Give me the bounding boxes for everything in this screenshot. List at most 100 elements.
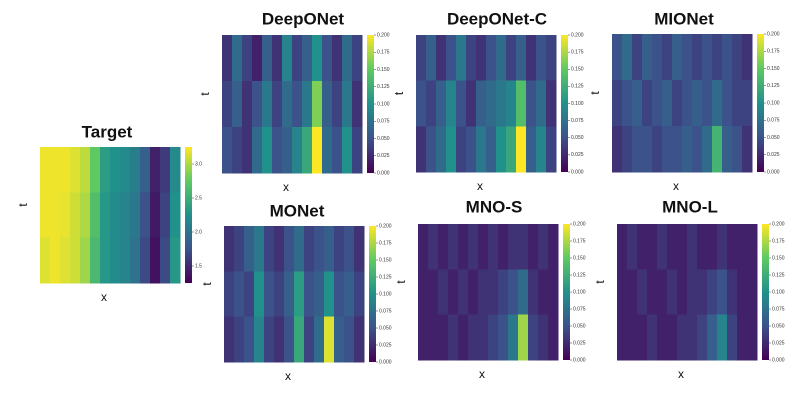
heatmap-cell	[717, 314, 728, 361]
heatmap-cell	[506, 80, 517, 127]
heatmap-cell	[222, 35, 233, 82]
heatmap-cell	[90, 192, 101, 239]
heatmap-cell	[224, 316, 235, 363]
heatmap-cell	[304, 271, 315, 318]
heatmap-cell	[150, 147, 161, 193]
heatmap-cell	[334, 316, 345, 363]
heatmap-cell	[436, 80, 447, 127]
heatmap-cell	[702, 80, 713, 127]
heatmap-cell	[428, 269, 439, 316]
colorbar-tick-label: 0.125	[573, 272, 586, 278]
heatmap-cell	[488, 269, 499, 316]
heatmap-cell	[468, 314, 479, 361]
heatmap-cell	[632, 34, 643, 81]
colorbar-tick-label: 0.175	[571, 49, 584, 55]
heatmap-cell	[294, 271, 305, 318]
heatmap-cell	[662, 126, 673, 173]
colorbar-tick-label: 0.150	[772, 255, 785, 261]
heatmap-cell	[446, 35, 457, 82]
heatmap-cell	[448, 269, 459, 316]
heatmap-cell	[642, 80, 653, 127]
heatmap-cell	[687, 314, 698, 361]
colorbar-tick-label: 0.125	[772, 272, 785, 278]
heatmap-cell	[244, 271, 255, 318]
heatmap-cell	[292, 35, 303, 82]
heatmap-cell	[90, 237, 101, 284]
heatmap-cell	[428, 224, 439, 270]
heatmap-cell	[438, 314, 449, 361]
heatmap-cell	[682, 34, 693, 81]
heatmap-cell	[304, 316, 315, 363]
heatmap-cell	[488, 224, 499, 270]
heatmap-cell	[140, 147, 151, 193]
heatmap-cell	[446, 126, 457, 173]
heatmap-cell	[344, 316, 355, 363]
heatmap-cell	[274, 226, 285, 272]
heatmap-cell	[652, 34, 663, 81]
heatmap-cell	[732, 126, 743, 173]
heatmap-cell	[546, 35, 557, 82]
colorbar-tick-label: 0.150	[767, 66, 780, 72]
heatmap-cell	[476, 126, 487, 173]
heatmap-cell	[617, 224, 628, 270]
heatmap-cell	[667, 314, 678, 361]
heatmap-cell	[436, 35, 447, 82]
heatmap-cell	[516, 80, 527, 127]
heatmap-cell	[652, 80, 663, 127]
heatmap-cell	[672, 34, 683, 81]
heatmap-cell	[224, 226, 235, 272]
heatmap-cell	[528, 314, 539, 361]
heatmap-cell	[60, 147, 71, 193]
colorbar-tick-label: 0.200	[772, 221, 785, 227]
heatmap-cell	[506, 35, 517, 82]
heatmap-cell	[466, 80, 477, 127]
heatmap-cell	[438, 269, 449, 316]
heatmap-cell	[478, 314, 489, 361]
heatmap-cell	[294, 316, 305, 363]
heatmap-cell	[496, 80, 507, 127]
colorbar-tick-label: 0.200	[571, 32, 584, 38]
heatmap-cell	[284, 316, 295, 363]
heatmap-cell	[458, 269, 469, 316]
heatmap-cell	[130, 147, 141, 193]
heatmap-cell	[272, 35, 283, 82]
heatmap-cell	[712, 80, 723, 127]
heatmap-cell	[742, 34, 753, 81]
heatmap-cell	[100, 237, 111, 284]
heatmap-cell	[314, 271, 325, 318]
heatmap-cell	[717, 224, 728, 270]
heatmap-cell	[536, 35, 547, 82]
heatmap-cell	[697, 269, 708, 316]
heatmap-cell	[456, 126, 467, 173]
heatmap-cell	[40, 192, 51, 239]
heatmap-cell	[667, 269, 678, 316]
x-axis-label: x	[283, 180, 289, 194]
y-axis-label: t	[198, 92, 212, 96]
heatmap-cell	[727, 314, 738, 361]
heatmap-cell	[508, 314, 519, 361]
heatmap-cell	[496, 126, 507, 173]
heatmap-cell	[747, 314, 758, 361]
heatmap-cell	[170, 237, 181, 284]
heatmap-cell	[254, 271, 265, 318]
heatmap-cell	[334, 271, 345, 318]
heatmap-cell	[672, 126, 683, 173]
heatmap-cell	[254, 316, 265, 363]
y-axis-label: t	[392, 91, 406, 95]
heatmap-cell	[488, 314, 499, 361]
heatmap-cell	[264, 316, 275, 363]
heatmap-cell	[697, 224, 708, 270]
heatmap-cell	[468, 224, 479, 270]
x-axis-label: x	[673, 179, 679, 193]
y-axis-label: t	[394, 280, 408, 284]
heatmap-cell	[612, 34, 623, 81]
heatmap-cell	[140, 237, 151, 284]
panel-title: MNO-S	[466, 197, 523, 216]
heatmap-cell	[130, 192, 141, 239]
heatmap-cell	[677, 224, 688, 270]
heatmap-cell	[324, 226, 335, 272]
heatmap-cell	[100, 192, 111, 239]
panel-title: MIONet	[654, 9, 714, 28]
colorbar-tick-label: 0.025	[377, 153, 390, 159]
heatmap-cell	[170, 147, 181, 193]
